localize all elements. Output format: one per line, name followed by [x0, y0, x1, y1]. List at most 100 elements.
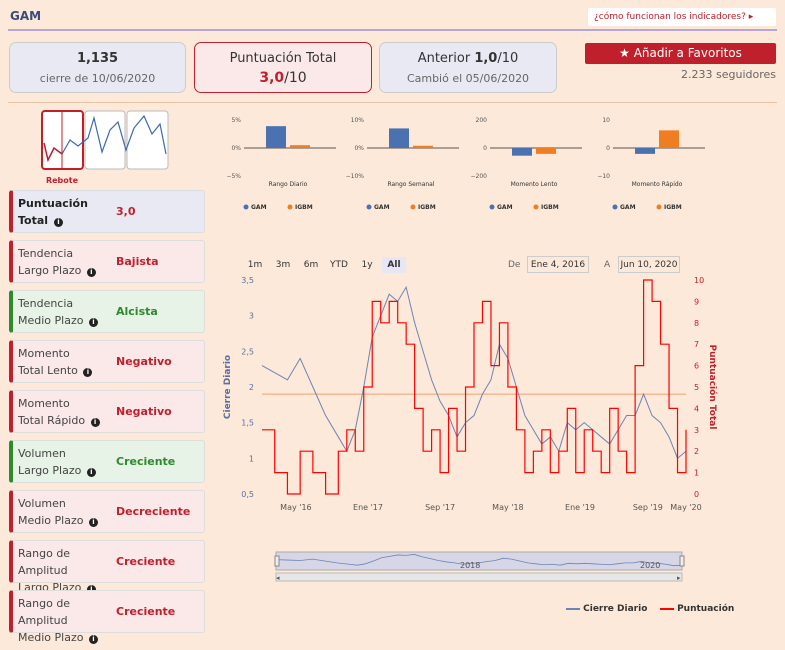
indicator-name-line1: Tendencia — [18, 297, 74, 310]
main-line-chart[interactable]: 0,5 1 1,5 2 2,5 3 3,5 0 1 2 3 4 5 6 7 8 9 10 Cierre Diario… — [210, 272, 720, 517]
mini-legend-igbm: IGBM — [541, 204, 559, 211]
y2-axis-tick: 9 — [694, 297, 699, 306]
info-icon[interactable]: i — [86, 468, 96, 477]
y-axis-label: Cierre Diario — [223, 355, 233, 419]
mini-axis-tick: 10% — [351, 117, 365, 124]
add-favorites-button[interactable]: ★ Añadir a Favoritos — [585, 43, 776, 64]
mini-axis-tick: −10 — [597, 173, 610, 180]
total-score-title: Puntuación Total — [229, 51, 337, 66]
y2-axis-tick: 7 — [694, 340, 699, 349]
mini-bar-igbm — [659, 130, 679, 148]
mini-legend-igbm-dot — [410, 204, 416, 210]
info-icon[interactable]: i — [53, 218, 63, 227]
mini-bar-gam — [389, 128, 409, 148]
mini-legend-gam: GAM — [251, 204, 267, 211]
mini-legend-igbm-dot — [287, 204, 293, 210]
indicator-long-term-volume[interactable]: Volumen Largo Plazo i Creciente — [9, 440, 205, 483]
y2-axis-tick: 10 — [694, 276, 704, 285]
mini-axis-tick: 5% — [231, 117, 241, 124]
mini-bar-gam — [635, 148, 655, 154]
followers-count: 2.233 seguidores — [681, 68, 776, 81]
mini-legend-gam-dot — [243, 204, 249, 210]
legend-close-label[interactable]: Cierre Diario — [583, 604, 648, 614]
mini-axis-tick: −5% — [226, 173, 241, 180]
range-button-1y[interactable]: 1y — [357, 257, 377, 273]
info-icon[interactable]: i — [86, 585, 96, 594]
mini-axis-tick: −200 — [471, 173, 488, 180]
y2-axis-tick: 0 — [694, 490, 699, 499]
indicators-help-link[interactable]: ¿cómo funcionan los indicadores? ▸ — [588, 8, 776, 26]
previous-change-caption: Cambió el 05/06/2020 — [406, 72, 530, 85]
indicator-name-line1: Momento — [18, 397, 70, 410]
navigator-handle-right — [679, 555, 685, 567]
previous-score-suffix: /10 — [497, 51, 519, 66]
indicator-name-line2: Total Rápido — [18, 414, 86, 427]
mini-chart-title: Rango Diario — [269, 181, 308, 188]
indicator-mid-term-volume[interactable]: Volumen Medio Plazo i Decreciente — [9, 490, 205, 533]
indicator-name-line2: Total Lento — [18, 364, 78, 377]
close-price-value: 1,135 — [76, 51, 119, 66]
indicator-value: Decreciente — [116, 505, 191, 518]
indicator-fast-momentum[interactable]: Momento Total Rápido i Negativo — [9, 390, 205, 433]
indicator-name: Rango de Amplitud Largo Plazo i — [18, 545, 116, 596]
x-axis-tick: Sep '17 — [425, 503, 455, 512]
indicator-long-term-trend[interactable]: Tendencia Largo Plazo i Bajista — [9, 240, 205, 283]
previous-score-card: Anterior 1,0/10 Cambió el 05/06/2020 — [379, 42, 557, 93]
pattern-sparkline — [41, 110, 169, 170]
close-date-caption: cierre de 10/06/2020 — [39, 72, 156, 85]
info-icon[interactable]: i — [88, 318, 98, 327]
mini-legend-igbm: IGBM — [418, 204, 436, 211]
indicator-name-line2: Medio Plazo — [18, 514, 84, 527]
range-button-ytd[interactable]: YTD — [326, 257, 352, 273]
indicator-mid-term-range[interactable]: Rango de Amplitud Medio Plazo i Creciente — [9, 590, 205, 644]
top-bar: GAM ¿cómo funcionan los indicadores? ▸ — [0, 0, 785, 32]
x-axis-tick: Sep '19 — [633, 503, 663, 512]
info-icon[interactable]: i — [88, 518, 98, 527]
mini-axis-tick: 200 — [476, 117, 488, 124]
y-axis-tick: 2,5 — [241, 347, 254, 356]
range-button-all[interactable]: All — [382, 257, 406, 273]
range-to-input[interactable] — [618, 256, 680, 273]
indicator-name-line1: Tendencia — [18, 247, 74, 260]
indicator-slow-momentum[interactable]: Momento Total Lento i Negativo — [9, 340, 205, 383]
range-navigator[interactable]: 2018 2020 ◂ ▸ — [270, 548, 690, 588]
indicator-value: Creciente — [116, 455, 176, 468]
mini-axis-tick: 10 — [602, 117, 610, 124]
range-button-1m[interactable]: 1m — [244, 257, 266, 273]
pattern-thumbnail-2[interactable] — [84, 110, 126, 170]
indicator-name: Momento Total Lento i — [18, 345, 116, 379]
mini-bar-gam — [266, 126, 286, 148]
mini-bar-igbm — [290, 145, 310, 148]
indicator-name-line1: Momento — [18, 347, 70, 360]
mini-axis-tick: 0% — [231, 145, 241, 152]
indicator-value: Bajista — [116, 255, 159, 268]
info-icon[interactable]: i — [90, 418, 100, 427]
pattern-thumbnail-3[interactable] — [126, 110, 169, 170]
indicator-name-line1: Puntuación — [18, 197, 88, 210]
info-icon[interactable]: i — [88, 635, 98, 644]
mini-bar-gam — [512, 148, 532, 156]
mini-chart-title: Momento Rápido — [632, 181, 683, 188]
y2-axis-tick: 6 — [694, 362, 699, 371]
range-button-6m[interactable]: 6m — [299, 257, 323, 273]
indicator-long-term-range[interactable]: Rango de Amplitud Largo Plazo i Creciente — [9, 540, 205, 594]
navigator-label: 2020 — [640, 561, 660, 570]
indicator-mid-term-trend[interactable]: Tendencia Medio Plazo i Alcista — [9, 290, 205, 333]
close-price-card: 1,135 cierre de 10/06/2020 — [9, 42, 186, 93]
legend-score-label[interactable]: Puntuación — [677, 604, 735, 614]
mini-chart-daily-range: 5% 0% −5% Rango Diario GAM IGBM — [226, 117, 336, 211]
y-axis-tick: 3,5 — [241, 276, 254, 285]
info-icon[interactable]: i — [86, 268, 96, 277]
indicator-name-line2: Total — [18, 214, 49, 227]
indicator-name: Tendencia Largo Plazo i — [18, 245, 116, 279]
info-icon[interactable]: i — [83, 368, 93, 377]
indicator-total-score[interactable]: Puntuación Total i 3,0 — [9, 190, 205, 233]
range-button-3m[interactable]: 3m — [271, 257, 295, 273]
indicator-name-line2: Largo Plazo — [18, 264, 82, 277]
x-axis-tick: May '16 — [280, 503, 311, 512]
y-axis-tick: 3 — [249, 312, 254, 321]
mini-legend-gam-dot — [489, 204, 495, 210]
mini-chart-fast-momentum: 10 0 −10 Momento Rápido GAM IGBM — [597, 117, 705, 211]
range-from-input[interactable] — [527, 256, 589, 273]
indicator-name-line1: Rango de Amplitud — [18, 547, 71, 577]
